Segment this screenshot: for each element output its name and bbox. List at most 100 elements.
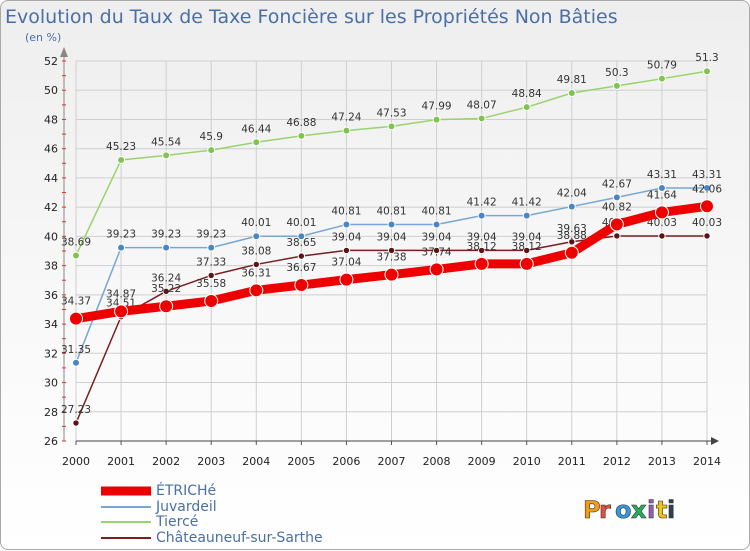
proxiti-logo: Pr o x i t i [583,496,676,525]
data-label: 31.35 [61,344,91,356]
data-point [117,155,126,164]
series-tierc-: 38.69 45.23 45.54 45.9 46.44 46.88 47.24 47.53 4… [61,52,719,260]
axis-layer: 26 28 30 32 34 36 38 40 42 44 46 48 50 52 2000 2001 2002… [44,47,721,468]
logo-letter: i [647,496,655,524]
data-point [700,199,714,214]
data-label: 27.23 [61,404,91,416]
data-label: 38.08 [241,245,271,257]
data-label: 40.81 [376,206,406,218]
data-point [162,151,171,160]
data-point [72,419,80,427]
data-label: 46.88 [286,117,316,129]
x-tick-label: 2009 [468,455,496,468]
data-point [297,232,306,241]
data-label: 48.07 [467,99,497,111]
data-point [297,131,306,140]
data-label: 36.24 [151,272,181,284]
logo-letter: x [631,496,647,524]
data-label: 46.44 [241,123,271,135]
x-tick-label: 2002 [152,455,180,468]
x-tick-label: 2001 [107,455,135,468]
x-tick-label: 2003 [197,455,225,468]
data-label: 37.38 [376,252,406,264]
chart-title: Evolution du Taux de Taxe Foncière sur l… [5,6,618,28]
logo-letter: P [583,496,601,524]
data-label: 45.9 [200,131,223,143]
data-label: 41.64 [647,189,677,201]
x-tick-label: 2000 [62,455,90,468]
legend-label: Juvardeil [155,499,217,515]
data-label: 37.74 [422,246,452,258]
data-point [654,205,669,220]
legend: ÉTRICHéJuvardeilTiercéChâteauneuf-sur-Sa… [101,482,323,546]
y-tick-label: 36 [44,289,58,302]
data-label: 41.42 [467,197,497,209]
y-tick-label: 26 [44,435,58,448]
y-tick-label: 52 [44,55,58,68]
series-juvardeil: 31.35 39.23 39.23 39.23 40.01 40.01 40.81 40.81… [61,169,722,367]
data-point [342,220,351,229]
y-tick-label: 40 [44,230,58,243]
legend-label: Tiercé [155,514,198,530]
data-label: 45.54 [151,136,181,148]
data-label: 41.42 [512,197,542,209]
x-tick-label: 2004 [242,455,270,468]
data-label: 47.24 [331,112,361,124]
data-label: 39.04 [467,231,497,243]
data-point [477,114,486,123]
data-point [252,138,261,147]
data-label: 40.81 [422,206,452,218]
data-label: 35.22 [151,283,181,295]
data-point [72,251,80,260]
y-tick-label: 30 [44,377,58,390]
data-point [387,220,396,229]
x-tick-label: 2013 [648,455,676,468]
data-label: 38.12 [467,241,497,253]
data-label: 38.88 [557,230,587,242]
data-label: 40.03 [692,217,722,229]
data-point [162,287,170,296]
data-label: 39.04 [512,231,542,243]
data-label: 42.67 [602,178,632,190]
data-point [613,232,621,240]
data-label: 36.67 [286,262,316,274]
data-label: 39.23 [151,229,181,241]
data-point [159,299,174,314]
data-point [477,211,486,220]
data-point [252,260,260,269]
data-point [384,267,399,282]
data-point [342,126,351,135]
data-label: 50.3 [605,67,628,79]
x-tick-label: 2014 [693,455,721,468]
y-axis-arrow [60,47,68,57]
y-tick-label: 46 [44,143,58,156]
data-label: 39.04 [422,231,452,243]
data-point [703,184,711,193]
data-point [249,283,264,298]
data-label: 35.58 [196,278,226,290]
y-tick-label: 48 [44,113,58,126]
y-tick-label: 34 [44,318,58,331]
logo-letter: i [667,496,675,524]
data-point [522,211,531,220]
data-label: 48.84 [512,88,542,100]
data-point [432,115,441,124]
data-label: 40.01 [241,217,271,229]
data-label: 45.23 [106,141,136,153]
y-tick-label: 44 [44,172,58,185]
series--trich-: 34.37 34.87 35.22 35.58 36.31 36.67 37.04 37.38… [61,183,722,326]
data-label: 38.65 [286,237,316,249]
data-label: 50.79 [647,60,677,72]
data-label: 34.87 [106,288,136,300]
data-label: 39.04 [376,231,406,243]
data-point [657,74,666,83]
data-point [294,278,309,293]
data-point [658,232,666,240]
data-label: 43.31 [692,169,722,181]
x-tick-label: 2006 [332,455,360,468]
data-point [564,245,579,260]
data-point [204,293,219,308]
data-point [522,103,531,112]
